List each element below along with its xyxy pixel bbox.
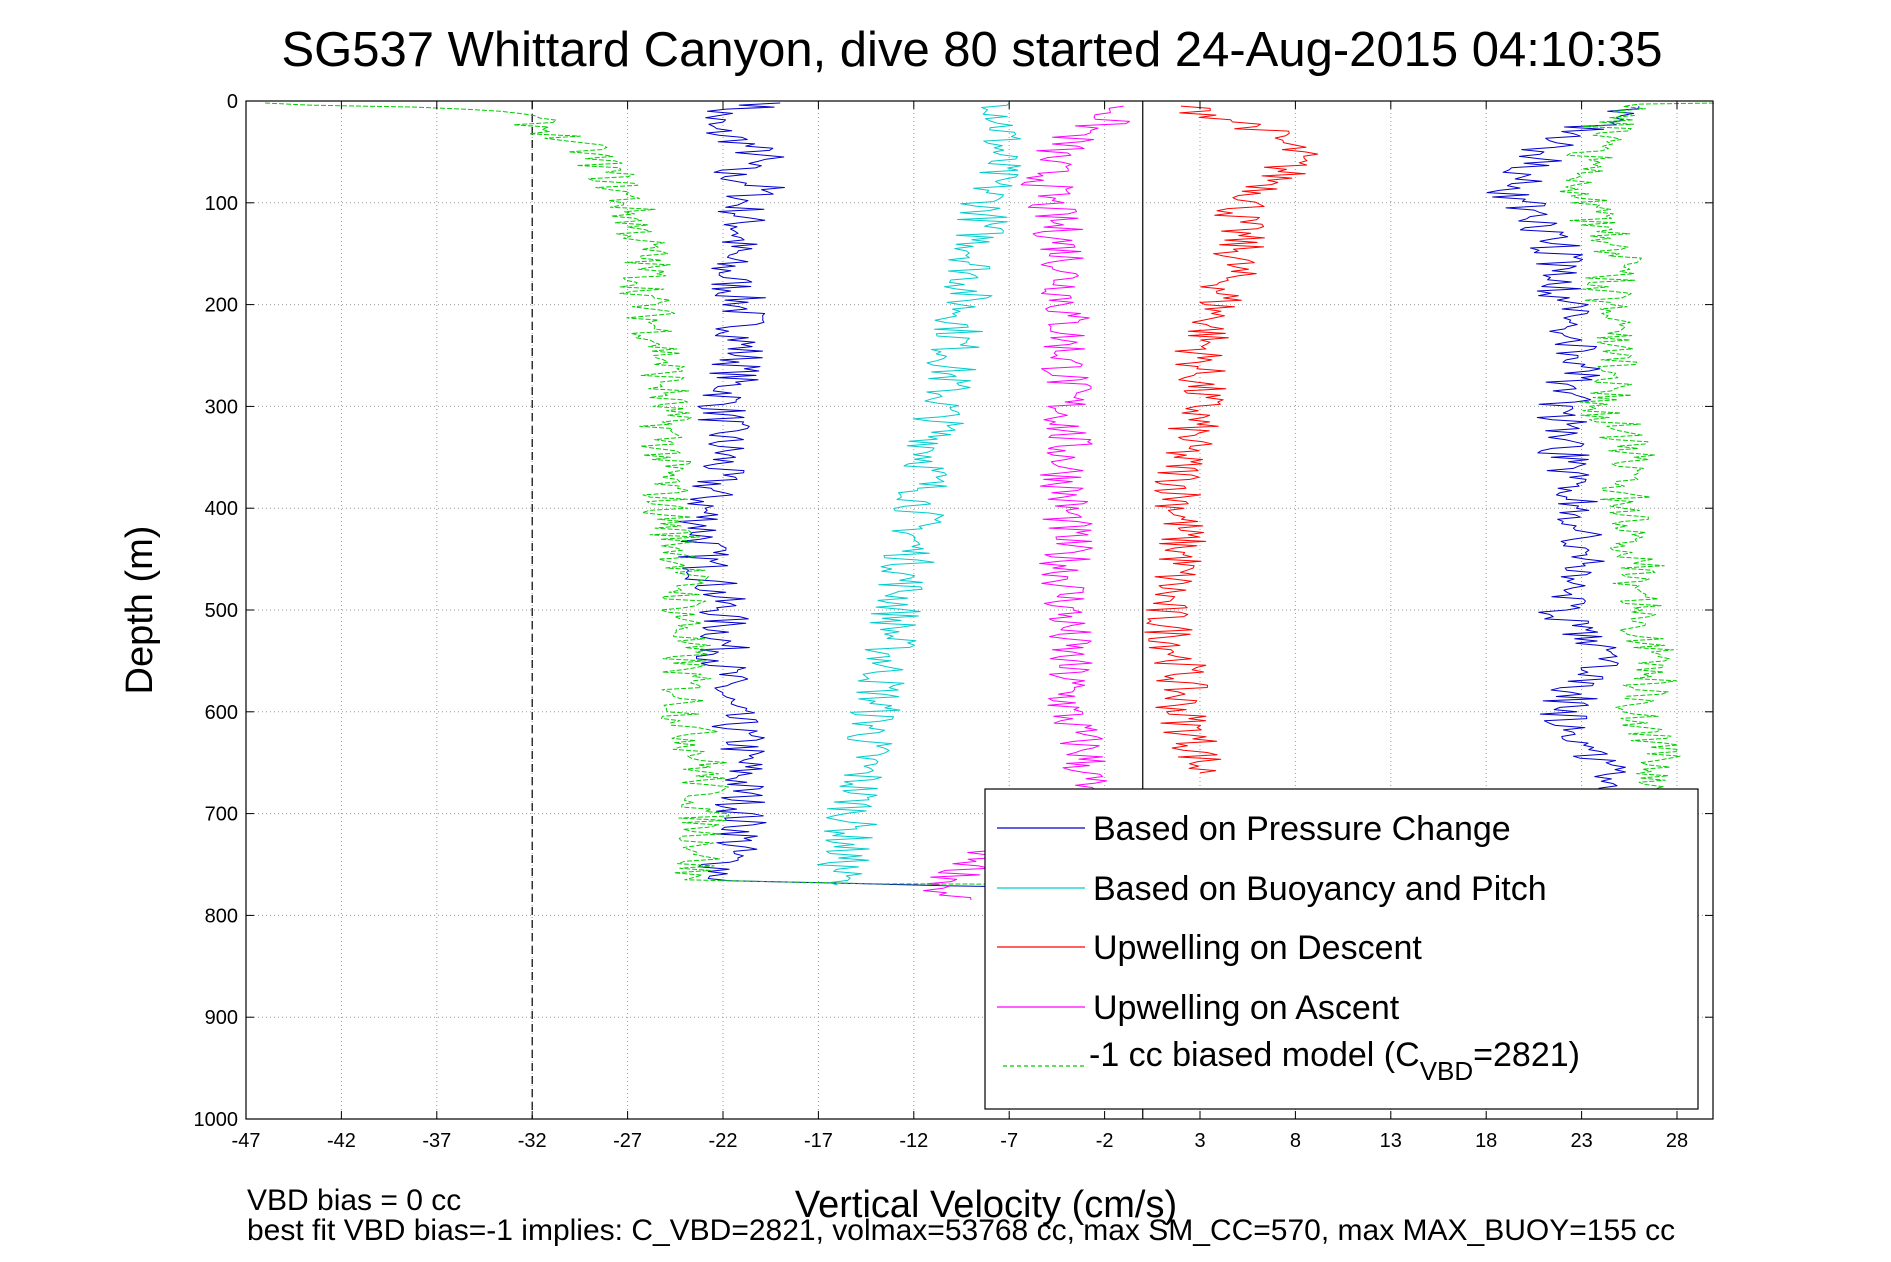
legend-label-biased-model: -1 cc biased model (CVBD=2821) [1089, 1036, 1580, 1086]
x-tick-label: -17 [804, 1130, 833, 1152]
legend-label-biased-model-main: -1 cc biased model (C [1089, 1036, 1420, 1074]
y-tick-label: 900 [205, 1007, 238, 1029]
note-vbd-bias: VBD bias = 0 cc [247, 1184, 461, 1217]
y-tick-label: 0 [227, 91, 238, 113]
legend-label-biased-model-tail: =2821) [1473, 1036, 1580, 1074]
series-line-2 [1144, 105, 1319, 774]
legend-label-buoyancy: Based on Buoyancy and Pitch [1093, 870, 1547, 908]
x-tick-label: -42 [327, 1130, 356, 1152]
y-tick-label: 1000 [194, 1109, 239, 1131]
y-tick-label: 200 [205, 295, 238, 317]
x-tick-label: 13 [1380, 1130, 1402, 1152]
x-tick-label: -37 [422, 1130, 451, 1152]
legend-box [984, 788, 1699, 1110]
series-line-0 [678, 102, 1640, 889]
x-tick-label: 23 [1570, 1130, 1592, 1152]
x-tick-label: -7 [1000, 1130, 1018, 1152]
y-tick-label: 400 [205, 498, 238, 520]
y-tick-label: 800 [205, 905, 238, 927]
chart-title: SG537 Whittard Canyon, dive 80 started 2… [281, 23, 1662, 77]
y-tick-label: 600 [205, 702, 238, 724]
y-tick-label: 300 [205, 396, 238, 418]
y-tick-label: 100 [205, 193, 238, 215]
note-best-fit: best fit VBD bias=-1 implies: C_VBD=2821… [247, 1214, 1675, 1247]
legend-label-upwelling-descent: Upwelling on Descent [1093, 929, 1422, 967]
y-axis-title: Depth (m) [119, 526, 161, 695]
x-tick-label: 18 [1475, 1130, 1497, 1152]
x-tick-label: -2 [1096, 1130, 1114, 1152]
x-tick-label: 28 [1666, 1130, 1688, 1152]
legend-label-biased-model-sub: VBD [1420, 1056, 1473, 1086]
x-tick-label: -22 [709, 1130, 738, 1152]
x-tick-label: 3 [1194, 1130, 1205, 1152]
series-line-1 [816, 102, 1022, 886]
legend-label-pressure: Based on Pressure Change [1093, 810, 1511, 848]
series-line-3 [923, 105, 1130, 901]
legend-label-upwelling-ascent: Upwelling on Ascent [1093, 989, 1400, 1027]
x-tick-label: -47 [232, 1130, 261, 1152]
x-tick-label: 8 [1290, 1130, 1301, 1152]
axis-ticks: -47 -42 -37 -32 -27 -22 -17 -12 -7 -2 3 8 13 18 23 28 0 1… [194, 91, 1713, 1152]
y-tick-label: 500 [205, 600, 238, 622]
x-tick-label: -27 [613, 1130, 642, 1152]
legend: Based on Pressure Change Based on Buoyan… [984, 788, 1699, 1110]
y-tick-label: 700 [205, 804, 238, 826]
x-axis-title: Vertical Velocity (cm/s) [795, 1184, 1177, 1226]
x-tick-label: -32 [518, 1130, 547, 1152]
x-tick-label: -12 [899, 1130, 928, 1152]
